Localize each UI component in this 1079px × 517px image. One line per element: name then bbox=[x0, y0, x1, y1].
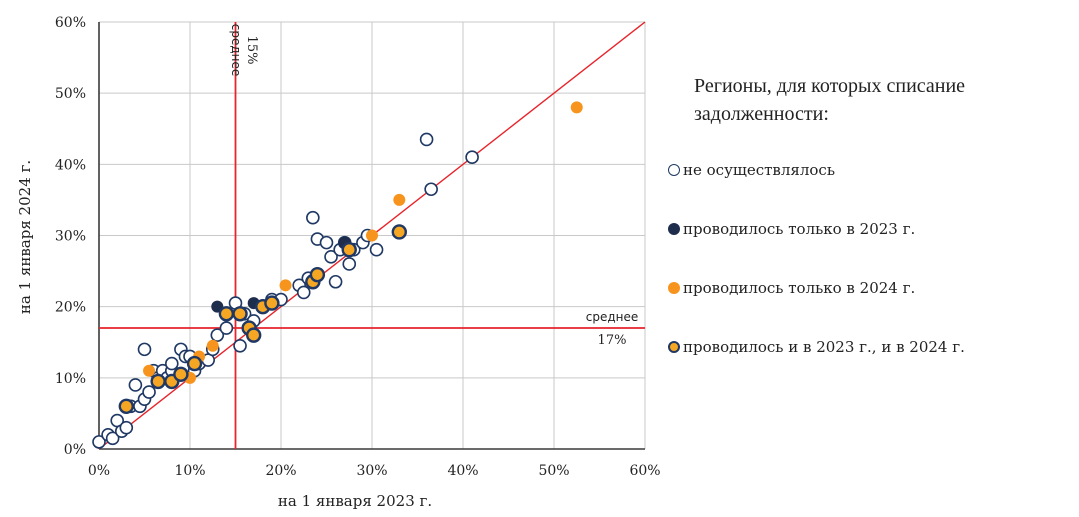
point-both-years bbox=[173, 366, 189, 382]
legend-label: проводилось только в 2023 г. bbox=[683, 220, 916, 238]
y-tick-label: 20% bbox=[55, 300, 86, 316]
point-not-written-off bbox=[210, 328, 225, 342]
point-both-years bbox=[186, 355, 203, 372]
point-both-years bbox=[245, 327, 262, 343]
point-not-written-off bbox=[296, 285, 311, 300]
point-only-2024 bbox=[279, 279, 292, 292]
legend-item-none: не осуществлялось bbox=[668, 153, 1073, 187]
horizontal-mean-label: среднее bbox=[586, 310, 639, 324]
orange-outlined-dot-icon bbox=[668, 341, 680, 353]
x-tick-labels: 0% 10% 20% 30% 40% 50% 60% bbox=[88, 463, 661, 479]
point-only-2024 bbox=[393, 193, 406, 206]
point-not-written-off bbox=[419, 132, 434, 147]
legend-title: Регионы, для которых списание задолженно… bbox=[694, 75, 966, 125]
legend-label: проводилось и в 2023 г., и в 2024 г. bbox=[683, 338, 965, 356]
y-tick-label: 60% bbox=[55, 15, 86, 31]
legend-label: не осуществлялось bbox=[683, 161, 835, 179]
point-not-written-off bbox=[219, 321, 234, 335]
point-not-written-off bbox=[119, 420, 134, 435]
series-3 bbox=[118, 224, 407, 414]
point-not-written-off bbox=[137, 342, 152, 357]
point-not-written-off bbox=[165, 356, 179, 371]
legend-label: проводилось только в 2024 г. bbox=[683, 279, 916, 297]
y-tick-label: 10% bbox=[55, 371, 86, 387]
point-not-written-off bbox=[424, 182, 438, 197]
point-not-written-off bbox=[128, 378, 143, 392]
point-both-years bbox=[341, 242, 357, 258]
point-only-2024 bbox=[366, 229, 378, 242]
y-tick-label: 30% bbox=[55, 229, 86, 245]
point-both-years bbox=[118, 398, 135, 414]
point-both-years bbox=[309, 266, 326, 283]
point-not-written-off bbox=[142, 385, 156, 399]
point-not-written-off bbox=[324, 250, 338, 264]
x-tick-label: 50% bbox=[538, 463, 569, 479]
x-tick-label: 40% bbox=[447, 463, 478, 479]
point-not-written-off bbox=[233, 339, 247, 353]
point-not-written-off bbox=[465, 150, 479, 165]
point-both-years bbox=[264, 295, 280, 311]
hollow-circle-icon bbox=[668, 164, 680, 176]
x-tick-label: 20% bbox=[265, 463, 296, 479]
vertical-mean-value: 15% bbox=[244, 36, 259, 65]
legend-item-2024: проводилось только в 2024 г. bbox=[668, 271, 1073, 305]
axes bbox=[98, 22, 645, 450]
y-tick-label: 0% bbox=[64, 442, 86, 458]
point-both-years bbox=[218, 306, 235, 322]
point-both-years bbox=[150, 373, 166, 390]
y-tick-label: 40% bbox=[55, 157, 86, 173]
point-only-2024 bbox=[143, 364, 156, 377]
point-both-years bbox=[232, 306, 248, 322]
vertical-mean-label: среднее bbox=[229, 24, 243, 77]
point-only-2024 bbox=[570, 101, 583, 114]
point-not-written-off bbox=[319, 235, 334, 250]
point-both-years bbox=[391, 224, 407, 240]
y-axis-title: на 1 января 2024 г. bbox=[16, 160, 34, 314]
point-not-written-off bbox=[306, 210, 320, 225]
point-not-written-off bbox=[369, 242, 384, 257]
y-tick-label: 50% bbox=[55, 86, 86, 102]
legend-item-both: проводилось и в 2023 г., и в 2024 г. bbox=[668, 330, 1073, 364]
chart-legend: Регионы, для которых списание задолженно… bbox=[668, 72, 1073, 389]
point-not-written-off bbox=[328, 274, 343, 289]
x-tick-label: 10% bbox=[174, 463, 205, 479]
point-not-written-off bbox=[105, 431, 120, 446]
legend-item-2023: проводилось только в 2023 г. bbox=[668, 212, 1073, 246]
data-points bbox=[92, 101, 583, 449]
y-tick-labels: 0% 10% 20% 30% 40% 50% 60% bbox=[55, 15, 86, 458]
horizontal-mean-value: 17% bbox=[598, 333, 627, 348]
x-axis-title: на 1 января 2023 г. bbox=[278, 492, 432, 510]
navy-dot-icon bbox=[668, 223, 680, 235]
point-not-written-off bbox=[92, 435, 106, 449]
x-tick-label: 0% bbox=[88, 463, 110, 479]
point-only-2024 bbox=[206, 339, 219, 352]
x-tick-label: 30% bbox=[356, 463, 387, 479]
point-not-written-off bbox=[342, 257, 357, 271]
orange-dot-icon bbox=[668, 282, 680, 294]
x-tick-label: 60% bbox=[629, 463, 660, 479]
